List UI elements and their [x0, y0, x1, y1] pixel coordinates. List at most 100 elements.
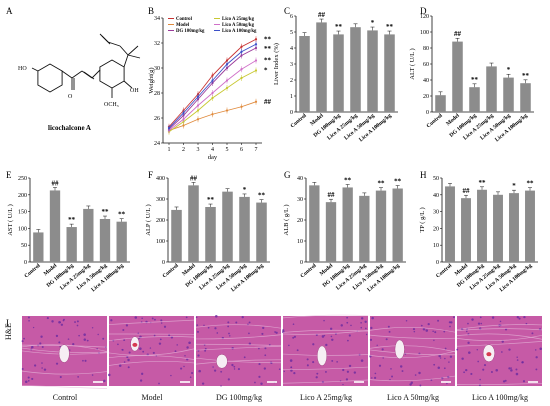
nucleus-dot	[55, 362, 59, 365]
y-axis-title: AST ( U/L )	[7, 204, 14, 236]
bar	[188, 185, 199, 262]
nucleus-dot	[118, 364, 122, 367]
legend-label: Lico A 100mg/kg	[222, 29, 257, 34]
nucleus-dot	[479, 316, 482, 319]
x-tick-label: 2	[182, 147, 185, 153]
nucleus-dot	[456, 348, 459, 351]
data-point	[225, 63, 229, 66]
y-tick-label: 150	[18, 210, 27, 216]
sinusoid-line	[195, 343, 282, 346]
nucleus-dot	[158, 342, 162, 345]
nucleus-dot	[86, 339, 89, 342]
bond-1	[71, 70, 83, 79]
nucleus-dot	[418, 371, 421, 375]
nucleus-dot	[348, 334, 351, 337]
nucleus-dot	[103, 379, 106, 383]
nucleus-dot	[168, 334, 171, 337]
bar	[384, 34, 395, 112]
nucleus-dot	[122, 328, 125, 332]
nucleus-dot	[278, 368, 281, 371]
data-point	[196, 109, 200, 112]
y-tick-label: 200	[156, 218, 165, 224]
data-point	[225, 109, 229, 112]
sinusoid-line	[456, 333, 543, 340]
nucleus-dot	[422, 327, 426, 331]
y-tick-label: 60	[423, 62, 429, 68]
nucleus-dot	[293, 335, 297, 338]
bond-8	[119, 45, 129, 56]
bar	[171, 209, 182, 262]
sinusoid-line	[282, 366, 369, 371]
nucleus-dot	[461, 357, 464, 360]
nucleus-dot	[196, 324, 199, 326]
nucleus-dot	[55, 334, 59, 338]
nucleus-dot	[449, 325, 451, 328]
nucleus-dot	[170, 374, 172, 377]
sinusoid-line	[108, 336, 195, 342]
nucleus-dot	[60, 323, 64, 326]
nucleus-dot	[374, 372, 377, 375]
nucleus-dot	[231, 363, 234, 367]
nucleus-dot	[84, 359, 87, 362]
nucleus-dot	[163, 325, 167, 328]
sinusoid-line	[282, 379, 369, 384]
legend-label: DG 100mg/kg	[176, 29, 205, 34]
nucleus-dot	[203, 324, 205, 327]
bond-7	[123, 54, 129, 68]
sinusoid-line	[456, 341, 543, 347]
y-tick-label: 30	[154, 66, 160, 72]
nucleus-dot	[336, 361, 338, 363]
significance-marker: *	[512, 182, 516, 190]
nucleus-dot	[353, 371, 357, 374]
y-tick-label: 4	[290, 46, 293, 52]
nucleus-dot	[152, 351, 155, 354]
nucleus-dot	[321, 335, 325, 338]
nucleus-dot	[123, 339, 126, 342]
nucleus-dot	[51, 320, 54, 323]
central-vein	[216, 354, 228, 369]
nucleus-dot	[258, 363, 261, 366]
significance-marker: *	[243, 186, 247, 194]
nucleus-dot	[59, 376, 62, 379]
nucleus-dot	[501, 340, 504, 343]
nucleus-dot	[30, 345, 34, 349]
nucleus-dot	[248, 332, 250, 335]
nucleus-dot	[141, 317, 143, 320]
nucleus-dot	[67, 338, 70, 340]
nucleus-dot	[434, 331, 437, 334]
bar	[486, 66, 497, 112]
nucleus-dot	[438, 354, 441, 358]
bond-9	[127, 45, 139, 56]
significance-marker: *	[507, 66, 511, 74]
nucleus-dot	[385, 338, 388, 341]
y-tick-label: 2	[290, 78, 293, 84]
bar	[509, 193, 519, 262]
nucleus-dot	[176, 344, 178, 346]
nucleus-dot	[360, 321, 362, 324]
nucleus-dot	[212, 366, 214, 368]
bar	[205, 206, 216, 262]
sinusoid-line	[369, 349, 456, 356]
legend-label: Model	[176, 23, 190, 28]
y-tick-label: 20	[433, 226, 439, 232]
nucleus-dot	[490, 370, 493, 373]
significance-marker: **	[479, 179, 487, 187]
nucleus-dot	[463, 371, 466, 374]
nucleus-dot	[196, 330, 200, 333]
nucleus-dot	[138, 337, 140, 340]
nucleus-dot	[331, 338, 334, 342]
data-point	[240, 68, 243, 71]
nucleus-dot	[293, 372, 296, 375]
bond-10	[127, 54, 141, 59]
nucleus-dot	[410, 381, 414, 385]
nucleus-dot	[465, 330, 468, 333]
y-tick-label: 0	[436, 260, 439, 266]
nucleus-dot	[74, 321, 76, 323]
bar	[316, 22, 327, 112]
sinusoid-line	[456, 334, 543, 342]
nucleus-dot	[27, 376, 30, 379]
data-point	[254, 46, 258, 50]
nucleus-dot	[480, 322, 483, 325]
